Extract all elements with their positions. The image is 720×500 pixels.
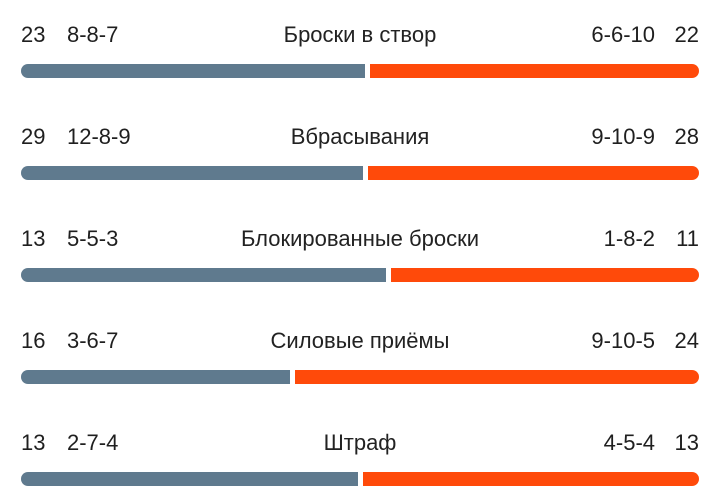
away-bar [368,166,699,180]
stat-label: Броски в створ [283,22,437,47]
comparison-bar [21,472,699,486]
home-bar [21,268,386,282]
away-total: 13 [674,430,699,455]
stat-row-penalty: 13 2-7-4 Штраф 4-5-4 13 [0,426,720,486]
stat-row-hits: 16 3-6-7 Силовые приёмы 9-10-5 24 [0,324,720,384]
away-bar [390,268,699,282]
away-periods: 9-10-5 [591,328,655,353]
home-bar [21,370,290,384]
home-bar [21,64,366,78]
home-periods: 2-7-4 [67,430,119,455]
home-periods: 5-5-3 [67,226,119,251]
home-periods: 8-8-7 [67,22,119,47]
stat-label: Штраф [323,430,397,455]
stat-row-shots-on-goal: 23 8-8-7 Броски в створ 6-6-10 22 [0,18,720,78]
stat-label: Блокированные броски [240,226,479,251]
stat-row-blocked-shots: 13 5-5-3 Блокированные броски 1-8-2 11 [0,222,720,282]
away-periods: 9-10-9 [591,124,655,149]
away-bar [362,472,699,486]
stat-label: Вбрасывания [290,124,430,149]
away-total: 28 [674,124,699,149]
away-periods: 1-8-2 [603,226,655,251]
home-total: 29 [21,124,46,149]
away-bar [294,370,699,384]
home-total: 13 [21,226,46,251]
home-total: 16 [21,328,46,353]
home-bar [21,166,364,180]
away-periods: 6-6-10 [591,22,655,47]
away-total: 22 [674,22,699,47]
away-bar [370,64,699,78]
away-periods: 4-5-4 [603,430,655,455]
home-bar [21,472,358,486]
home-periods: 3-6-7 [67,328,119,353]
stat-label: Силовые приёмы [270,328,450,353]
comparison-bar [21,268,699,282]
home-periods: 12-8-9 [67,124,131,149]
away-total: 11 [676,226,699,251]
away-total: 24 [674,328,699,353]
home-total: 13 [21,430,46,455]
comparison-bar [21,166,699,180]
comparison-bar [21,370,699,384]
home-total: 23 [21,22,46,47]
comparison-bar [21,64,699,78]
stat-row-faceoffs: 29 12-8-9 Вбрасывания 9-10-9 28 [0,120,720,180]
